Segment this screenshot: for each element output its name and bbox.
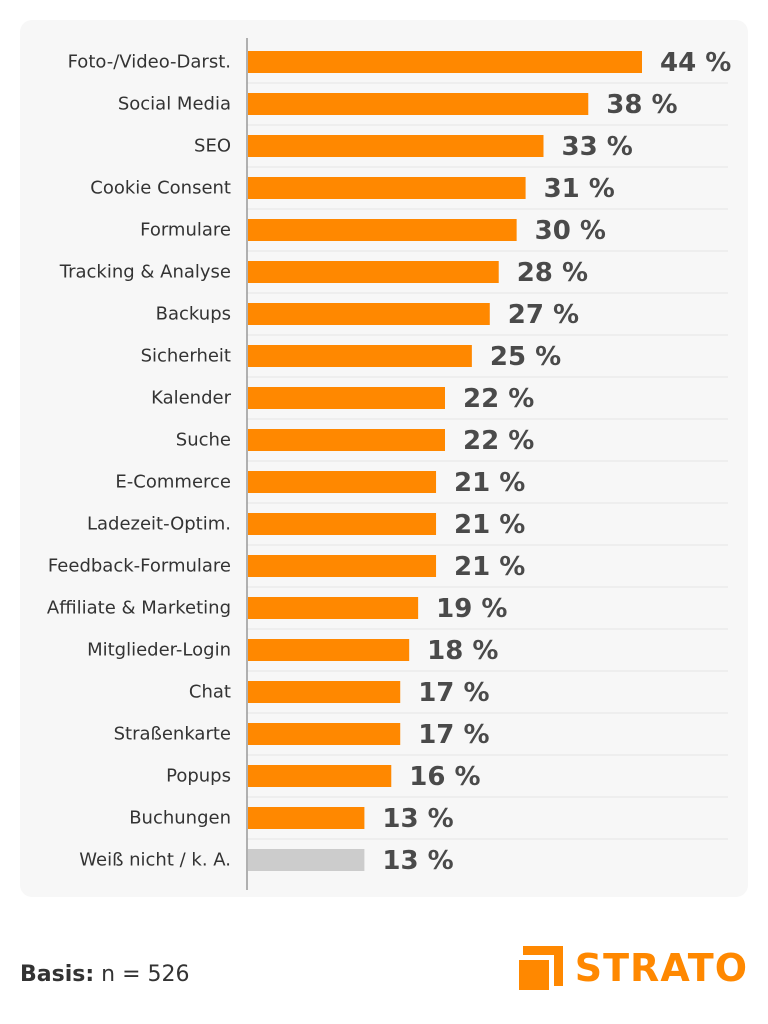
bar-tracking-analyse — [248, 261, 499, 283]
value-label-sicherheit: 25 % — [490, 342, 561, 372]
bar-kalender — [248, 387, 445, 409]
bar-foto-video-darst — [248, 51, 642, 73]
value-label-strassenkarte: 17 % — [418, 720, 489, 750]
bar-weiss-nicht-k-a — [248, 849, 365, 871]
value-label-suche: 22 % — [463, 426, 534, 456]
bar-seo — [248, 135, 544, 157]
category-label-kalender: Kalender — [151, 388, 232, 409]
category-label-popups: Popups — [166, 766, 231, 787]
bar-cookie-consent — [248, 177, 526, 199]
category-label-seo: SEO — [194, 136, 231, 157]
basis-value: n = 526 — [94, 962, 190, 987]
value-label-tracking-analyse: 28 % — [517, 258, 588, 288]
value-label-seo: 33 % — [562, 132, 633, 162]
bar-buchungen — [248, 807, 365, 829]
category-label-affiliate-marketing: Affiliate & Marketing — [47, 598, 231, 619]
value-label-backups: 27 % — [508, 300, 579, 330]
strato-logo-text: STRATO — [574, 946, 748, 990]
value-label-popups: 16 % — [409, 762, 480, 792]
labels: Foto-/Video-Darst. 44 % Social Media 38 % SE… — [47, 48, 731, 876]
category-label-feedback-formulare: Feedback-Formulare — [48, 556, 231, 577]
category-label-chat: Chat — [189, 682, 231, 703]
grid-lines — [247, 82, 728, 840]
category-label-e-commerce: E-Commerce — [115, 472, 231, 493]
value-label-foto-video-darst: 44 % — [660, 48, 731, 78]
category-label-tracking-analyse: Tracking & Analyse — [59, 262, 231, 283]
category-label-mitglieder-login: Mitglieder-Login — [87, 640, 231, 661]
category-label-cookie-consent: Cookie Consent — [90, 178, 231, 199]
value-label-feedback-formulare: 21 % — [454, 552, 525, 582]
category-label-backups: Backups — [156, 304, 231, 325]
value-label-mitglieder-login: 18 % — [427, 636, 498, 666]
value-label-social-media: 38 % — [606, 90, 677, 120]
value-label-buchungen: 13 % — [382, 804, 453, 834]
value-label-chat: 17 % — [418, 678, 489, 708]
bar-strassenkarte — [248, 723, 401, 745]
value-label-weiss-nicht-k-a: 13 % — [382, 846, 453, 876]
chart-panel — [20, 20, 748, 897]
category-label-buchungen: Buchungen — [129, 808, 231, 829]
bar-affiliate-marketing — [248, 597, 419, 619]
value-label-formulare: 30 % — [535, 216, 606, 246]
strato-logo: STRATO — [518, 944, 748, 992]
bar-ladezeit-optim — [248, 513, 437, 535]
bar-suche — [248, 429, 445, 451]
value-label-ladezeit-optim: 21 % — [454, 510, 525, 540]
bar-formulare — [248, 219, 517, 241]
bar-sicherheit — [248, 345, 472, 367]
category-label-formulare: Formulare — [140, 220, 231, 241]
bar-feedback-formulare — [248, 555, 437, 577]
bar-social-media — [248, 93, 589, 115]
category-label-strassenkarte: Straßenkarte — [114, 724, 231, 745]
bar-mitglieder-login — [248, 639, 410, 661]
category-label-sicherheit: Sicherheit — [141, 346, 231, 367]
value-label-kalender: 22 % — [463, 384, 534, 414]
value-label-cookie-consent: 31 % — [544, 174, 615, 204]
category-label-weiss-nicht-k-a: Weiß nicht / k. A. — [79, 850, 231, 871]
category-label-suche: Suche — [176, 430, 231, 451]
value-label-e-commerce: 21 % — [454, 468, 525, 498]
value-label-affiliate-marketing: 19 % — [436, 594, 507, 624]
basis-note: Basis: n = 526 — [20, 962, 190, 987]
strato-logo-mark — [518, 946, 563, 990]
basis-label: Basis: — [20, 962, 95, 987]
category-label-ladezeit-optim: Ladezeit-Optim. — [87, 514, 231, 535]
category-label-social-media: Social Media — [118, 94, 231, 115]
bar-e-commerce — [248, 471, 437, 493]
category-label-foto-video-darst: Foto-/Video-Darst. — [68, 52, 231, 73]
bar-backups — [248, 303, 490, 325]
bar-popups — [248, 765, 392, 787]
bars — [248, 51, 642, 871]
bar-chat — [248, 681, 401, 703]
